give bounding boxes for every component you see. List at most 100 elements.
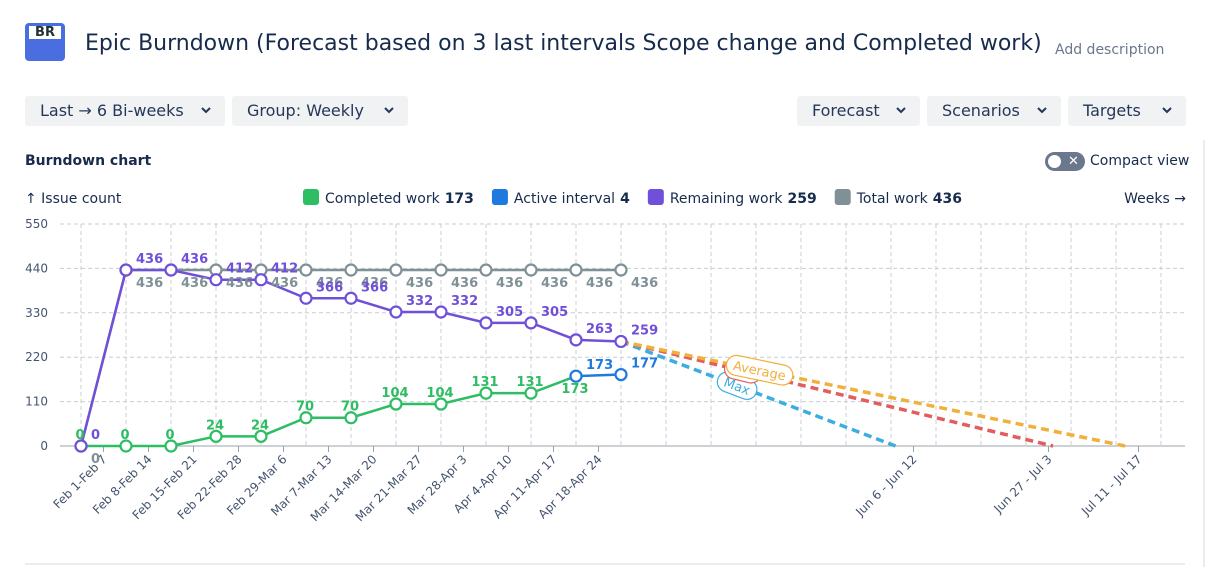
data-label: 436: [361, 276, 388, 291]
group-button[interactable]: Group: Weekly: [232, 96, 408, 126]
chevron: [384, 107, 394, 114]
data-label: 131: [471, 375, 498, 390]
targets-button[interactable]: Targets: [1068, 96, 1186, 126]
series-point: [524, 263, 538, 277]
data-label: 436: [181, 276, 208, 291]
legend-count: 259: [787, 191, 816, 207]
series-point: [164, 439, 178, 453]
y-tick-label: 550: [25, 217, 48, 231]
range-button[interactable]: Last → 6 Bi-weeks: [25, 96, 225, 126]
series-point: [569, 369, 583, 383]
data-label: 436: [226, 276, 253, 291]
series-point: [434, 397, 448, 411]
series-point: [434, 305, 448, 319]
data-label: 366: [361, 280, 388, 295]
logo: BR: [25, 23, 65, 61]
y-tick-label: 110: [25, 395, 48, 409]
data-label: 436: [541, 276, 568, 291]
series-point: [389, 263, 403, 277]
forecast-line: [620, 339, 897, 448]
legend-count: 173: [445, 191, 474, 207]
forecast-button[interactable]: Forecast: [797, 96, 920, 126]
data-label: 131: [516, 375, 543, 390]
compact-label: Compact view: [1090, 153, 1190, 169]
series-point: [74, 439, 88, 453]
legend-name: Remaining work: [670, 191, 784, 207]
series-point: [164, 263, 178, 277]
chevron: [1162, 107, 1172, 114]
series-point: [389, 397, 403, 411]
scenarios-button[interactable]: Scenarios: [927, 96, 1061, 126]
series-point: [434, 263, 448, 277]
label: Last → 6 Bi-weeks: [40, 101, 184, 120]
data-label: 70: [296, 400, 314, 415]
panel-title: Burndown chart: [25, 153, 152, 169]
data-label: 436: [136, 276, 163, 291]
data-label: 70: [341, 400, 359, 415]
label: Targets: [1083, 101, 1141, 120]
data-label: 0: [91, 452, 100, 467]
series-point: [614, 334, 628, 349]
y-tick-label: 220: [25, 350, 48, 364]
data-label: 412: [226, 262, 253, 277]
data-label: 24: [251, 418, 269, 433]
data-label: 305: [541, 305, 568, 320]
series-point: [389, 305, 403, 319]
series-point: [254, 429, 268, 443]
legend-count: 436: [933, 191, 962, 207]
add-description[interactable]: Add description: [1055, 42, 1165, 58]
data-label: 436: [271, 276, 298, 291]
series-point: [299, 411, 313, 425]
data-label: 0: [75, 428, 84, 443]
series-point: [209, 429, 223, 443]
legend-count: 4: [620, 191, 630, 207]
data-label: 436: [586, 276, 613, 291]
legend-swatch: [647, 189, 664, 205]
y-tick-label: 330: [25, 306, 48, 320]
series-point: [299, 291, 313, 305]
series-point: [614, 367, 628, 382]
legend-swatch: [834, 189, 851, 205]
series-point: [119, 263, 133, 277]
chevron: [201, 107, 211, 114]
toggle-knob: [1048, 155, 1061, 168]
series-point: [614, 263, 628, 277]
title: Epic Burndown (Forecast based on 3 last …: [85, 31, 1042, 56]
data-label: 24: [206, 418, 224, 433]
data-label: 173: [586, 358, 613, 373]
series-point: [569, 333, 583, 347]
series-point: [479, 263, 493, 277]
series-point: [344, 411, 358, 425]
x-tick-label: Jun 27 - Jul 3: [990, 452, 1054, 516]
series-point: [299, 263, 313, 277]
x-axis-label: Weeks →: [1124, 191, 1186, 207]
data-label: 436: [451, 276, 478, 291]
chevron: [896, 107, 906, 114]
series-point: [524, 386, 538, 400]
forecast-line: [620, 339, 1126, 448]
data-label: 436: [631, 276, 658, 291]
series-point: [119, 439, 133, 453]
data-label: 332: [406, 294, 433, 309]
legend-name: Completed work: [325, 191, 441, 207]
compact-toggle[interactable]: ✕: [1045, 152, 1085, 171]
data-label: 305: [496, 305, 523, 320]
data-label: 104: [426, 386, 453, 401]
scrollbar: [1203, 140, 1205, 567]
data-label: 436: [496, 276, 523, 291]
label: Group: Weekly: [247, 101, 364, 120]
series-point: [254, 273, 268, 287]
legend-name: Active interval: [514, 191, 615, 207]
data-label: 0: [165, 428, 174, 443]
logo-text: BR: [29, 26, 61, 39]
series-point: [344, 291, 358, 305]
chevron: [1037, 107, 1047, 114]
label: Scenarios: [942, 101, 1020, 120]
y-tick-label: 440: [25, 261, 48, 275]
series-line: [81, 375, 577, 448]
y-axis-label: ↑ Issue count: [25, 191, 122, 207]
data-label: 0: [91, 428, 100, 443]
divider: [25, 563, 1185, 565]
